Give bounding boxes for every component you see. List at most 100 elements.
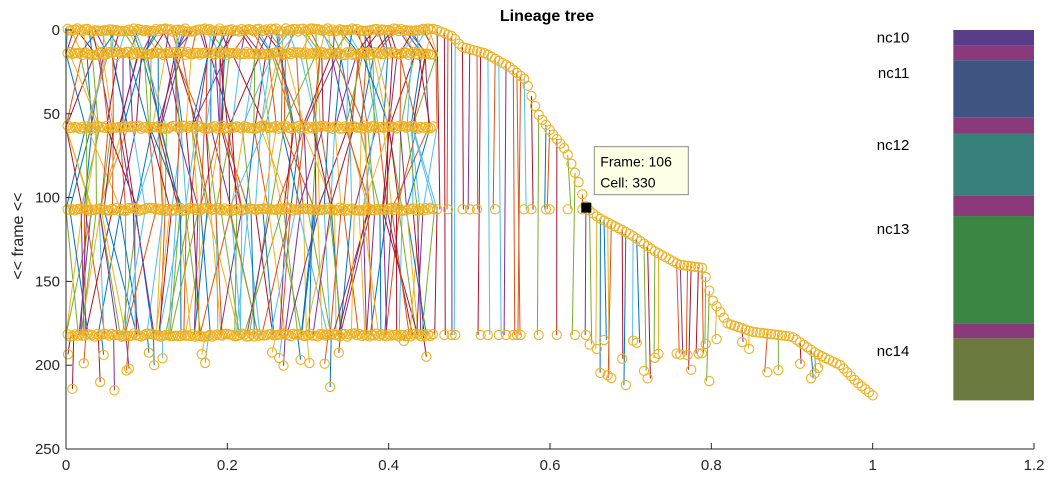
cell-marker: [273, 329, 284, 340]
cell-marker: [226, 329, 238, 341]
cell-marker: [442, 204, 454, 215]
lineage-link: [65, 127, 87, 210]
cell-marker: [324, 25, 336, 37]
lineage-link: [241, 127, 252, 210]
cell-marker: [809, 368, 820, 379]
cell-marker: [234, 330, 245, 341]
cell-marker: [96, 46, 108, 58]
lineage-link: [157, 127, 180, 210]
cell-marker: [113, 26, 125, 37]
lineage-link: [210, 209, 222, 336]
lineage-link: [264, 127, 283, 210]
lineage-link: [443, 33, 446, 336]
lineage-link: [184, 209, 202, 336]
cell-marker: [199, 47, 211, 59]
datatip[interactable]: Frame: 106 Cell: 330: [581, 146, 689, 213]
nuclear-cycle-labels: nc10 nc11 nc12 nc13 nc14: [877, 30, 910, 360]
lineage-link: [632, 236, 634, 341]
cell-marker: [177, 25, 189, 36]
cell-marker: [765, 328, 777, 340]
cell-marker: [157, 353, 168, 364]
cell-marker: [319, 358, 330, 369]
lineage-link: [191, 127, 199, 210]
cell-marker: [415, 203, 426, 214]
y-tick-label: 100: [35, 190, 60, 207]
cell-marker: [268, 122, 279, 133]
cell-marker: [620, 379, 631, 391]
cell-marker: [143, 347, 155, 358]
nc-band: [953, 60, 1034, 118]
cell-marker: [153, 26, 164, 37]
cell-marker: [431, 204, 443, 215]
lineage-link: [65, 53, 83, 128]
lineage-link: [411, 127, 436, 210]
lineage-link: [97, 53, 113, 128]
cell-marker: [334, 48, 345, 59]
cell-marker: [231, 47, 242, 58]
lineage-link: [706, 290, 710, 382]
cell-marker: [138, 26, 149, 37]
lineage-link: [171, 127, 183, 210]
lineage-link: [99, 53, 109, 128]
cell-marker: [526, 204, 537, 215]
lineage-link: [523, 78, 527, 210]
cell-marker: [324, 381, 336, 393]
cell-marker: [189, 26, 201, 37]
cell-marker: [324, 48, 336, 59]
cell-marker: [243, 331, 255, 342]
cell-marker: [381, 331, 392, 342]
cell-marker: [427, 329, 439, 340]
lineage-link: [399, 53, 402, 128]
cell-marker: [849, 374, 860, 386]
cell-marker: [403, 49, 414, 61]
cell-marker: [101, 25, 112, 36]
lineage-link: [377, 127, 388, 210]
lineage-link: [97, 335, 101, 383]
lineage-link: [405, 209, 427, 336]
cell-marker: [747, 326, 759, 337]
cell-marker: [261, 121, 272, 132]
cell-marker: [364, 203, 375, 214]
cell-marker: [544, 204, 555, 215]
cell-marker: [196, 349, 207, 360]
cell-marker: [177, 46, 189, 58]
cell-marker: [109, 204, 120, 216]
lineage-link: [349, 53, 361, 128]
lineage-link: [270, 209, 297, 336]
cell-marker: [175, 202, 186, 214]
cell-marker: [427, 203, 439, 215]
cell-marker: [361, 330, 372, 341]
cell-marker: [72, 23, 83, 34]
cell-marker: [364, 331, 375, 342]
cell-marker: [595, 367, 606, 379]
lineage-link: [330, 53, 349, 128]
lineage-link: [406, 209, 419, 336]
lineage-link: [65, 209, 79, 336]
cell-marker: [86, 329, 98, 341]
cell-marker: [319, 24, 331, 35]
cell-marker: [62, 48, 73, 59]
nc-label: nc11: [878, 65, 909, 82]
cell-marker: [867, 390, 878, 401]
lineage-link: [210, 127, 232, 210]
cell-marker: [275, 122, 287, 133]
cell-marker: [420, 25, 431, 36]
lineage-link: [214, 29, 228, 54]
cell-marker: [121, 26, 132, 37]
lineage-link: [221, 127, 249, 210]
lineage-link: [131, 29, 142, 54]
lineage-link: [358, 209, 366, 336]
cell-marker: [212, 25, 223, 36]
lineage-link: [149, 53, 152, 128]
lineage-link: [80, 127, 101, 210]
lineage-link: [416, 209, 424, 336]
lineage-link: [101, 53, 114, 128]
cell-marker: [342, 204, 353, 215]
cell-marker: [62, 349, 74, 360]
lineage-link: [287, 29, 297, 54]
lineage-link: [623, 231, 627, 386]
lineage-link: [106, 53, 119, 128]
lineage-link: [155, 209, 171, 336]
cell-marker: [270, 23, 282, 34]
cell-marker: [89, 121, 100, 133]
